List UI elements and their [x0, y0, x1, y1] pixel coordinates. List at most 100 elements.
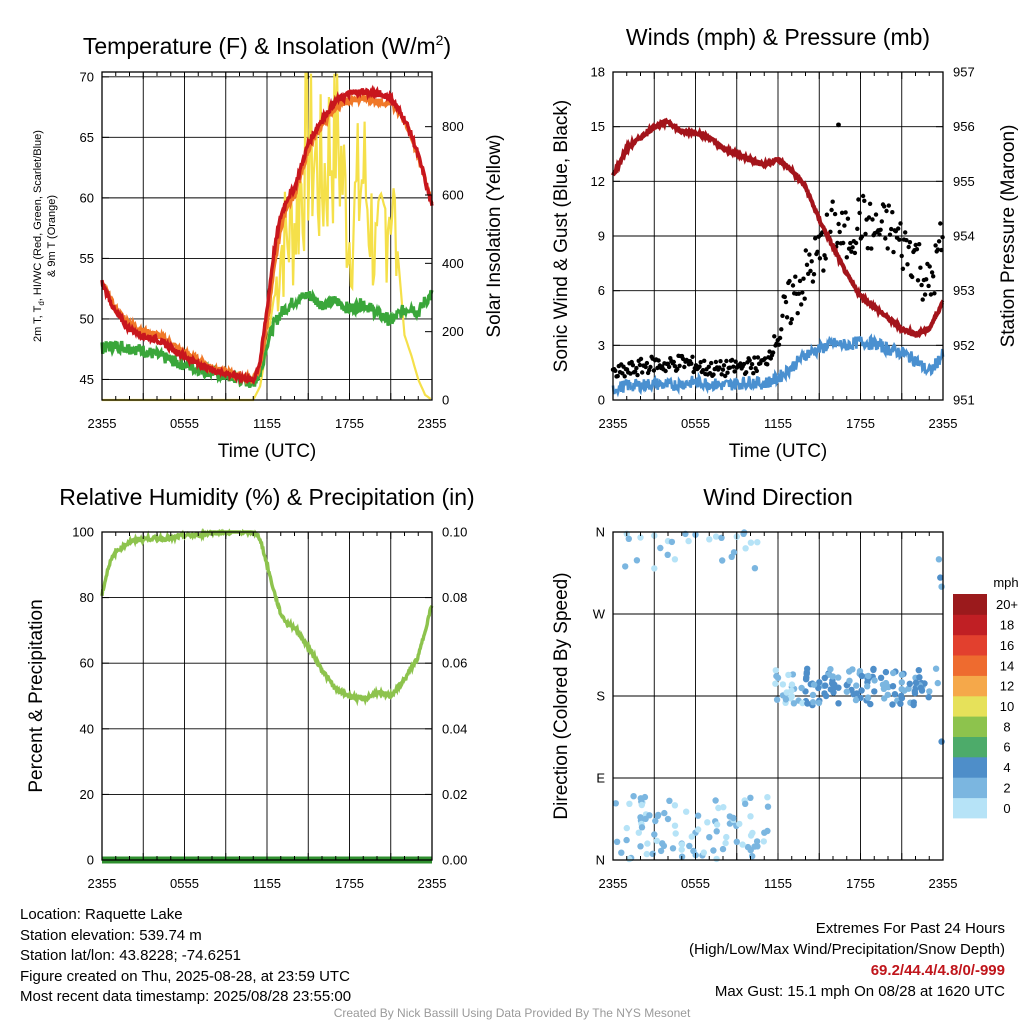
gust-point [922, 292, 928, 297]
winds-xlabel: Time (UTC) [729, 441, 828, 462]
direction-point [666, 797, 673, 804]
direction-point [747, 832, 755, 839]
gust-point [772, 334, 777, 339]
direction-point [764, 803, 772, 810]
legend-label: 14 [1000, 658, 1014, 673]
gust-point [811, 272, 817, 277]
direction-point [898, 671, 906, 678]
direction-point [649, 850, 656, 857]
direction-point [742, 545, 749, 552]
temperature-ytick-label: 60 [80, 190, 94, 205]
gust-point [620, 371, 625, 376]
gust-point [863, 231, 868, 237]
gust-point [725, 370, 730, 375]
gust-point [747, 358, 752, 363]
temperature-panel: Temperature (F) & Insolation (W/m2) 2355… [32, 32, 505, 462]
max-gust-point [836, 122, 841, 128]
gust-point [682, 364, 687, 370]
direction-point [678, 841, 686, 848]
winds-ytick-label: 3 [598, 338, 605, 353]
gust-point [928, 292, 934, 297]
direction-panel: Wind Direction 2355 0555 1155 1755 2355 N E S W N… [551, 484, 1019, 891]
legend-label: 12 [1000, 679, 1014, 694]
legend-label: 18 [1000, 618, 1014, 633]
gust-point [853, 240, 859, 246]
direction-point [719, 557, 726, 564]
direction-point [710, 847, 717, 854]
direction-point [742, 800, 749, 807]
gust-point [717, 365, 722, 370]
precip-ytick-right-label: 0.00 [442, 853, 467, 868]
direction-point [871, 688, 878, 695]
winds-panel: Winds (mph) & Pressure (mb) 2355 0555 1155… [551, 24, 1019, 462]
pressure-ylabel-right: Station Pressure (Maroon) [998, 125, 1019, 348]
precip-ytick-right-label: 0.06 [442, 656, 467, 671]
pressure-ytick-right-label: 957 [953, 65, 975, 80]
temperature-ytick-label: 55 [80, 251, 94, 266]
direction-point [901, 687, 908, 694]
legend-label: 2 [1003, 781, 1010, 796]
gust-point [832, 211, 838, 217]
gust-point [765, 362, 770, 367]
gust-point [666, 364, 672, 370]
gust-point [936, 239, 942, 244]
direction-point [685, 537, 692, 545]
direction-point [664, 551, 671, 558]
direction-point [898, 692, 905, 700]
gust-point [689, 361, 694, 366]
humidity-panel: Relative Humidity (%) & Precipitation (i… [26, 484, 475, 891]
direction-point [788, 693, 795, 700]
gust-point [846, 246, 852, 251]
direction-point [700, 849, 707, 856]
gust-point [797, 278, 803, 284]
direction-point [719, 845, 727, 853]
direction-point [889, 683, 897, 690]
gust-point [842, 223, 847, 228]
direction-point [932, 665, 940, 672]
gust-point [904, 238, 909, 243]
temperature-ytick-label: 45 [80, 372, 94, 387]
direction-point [625, 535, 632, 542]
gust-point [720, 367, 726, 372]
direction-point [864, 683, 871, 690]
humidity-xtick-label: 1155 [253, 876, 281, 891]
recent-timestamp: Most recent data timestamp: 2025/08/28 2… [20, 988, 352, 1005]
direction-point [704, 819, 711, 826]
gust-point [887, 232, 893, 237]
precip-ytick-right-label: 0.02 [442, 787, 467, 802]
humidity-xtick-label: 2355 [88, 876, 117, 891]
winds-ytick-label: 6 [598, 283, 605, 298]
gust-point [731, 364, 736, 369]
direction-point [877, 674, 885, 681]
legend-label: 4 [1003, 760, 1010, 775]
insolation-ytick-right-label: 800 [442, 119, 464, 134]
gust-point [698, 360, 703, 365]
temperature-ylabel-left: 2m T, Td, HI/WC (Red, Green, Scarlet/Blu… [32, 130, 46, 342]
gust-point [700, 368, 706, 373]
gust-point [799, 302, 804, 307]
direction-point [671, 822, 679, 829]
direction-xtick-label: 2355 [599, 876, 628, 891]
gust-point [914, 247, 920, 252]
direction-point [835, 674, 842, 681]
direction-point [882, 668, 890, 676]
gust-point [613, 368, 618, 373]
gust-point [906, 244, 911, 250]
humidity-xtick-label: 1755 [335, 876, 364, 891]
precip-ytick-right-label: 0.10 [442, 525, 467, 540]
direction-ytick-label: W [593, 607, 606, 622]
direction-point [751, 565, 759, 572]
gust-point [787, 278, 792, 284]
legend-label: 8 [1003, 719, 1010, 734]
direction-point [638, 824, 646, 831]
humidity-ytick-label: 100 [72, 525, 94, 540]
direction-point [730, 549, 738, 556]
gust-point [903, 230, 908, 235]
direction-point [638, 801, 645, 809]
gust-point [808, 268, 813, 274]
gust-point [896, 226, 901, 231]
legend-title: mph [993, 575, 1018, 590]
gust-point [884, 208, 889, 214]
direction-xtick-label: 1155 [764, 876, 792, 891]
gust-point [691, 369, 696, 375]
